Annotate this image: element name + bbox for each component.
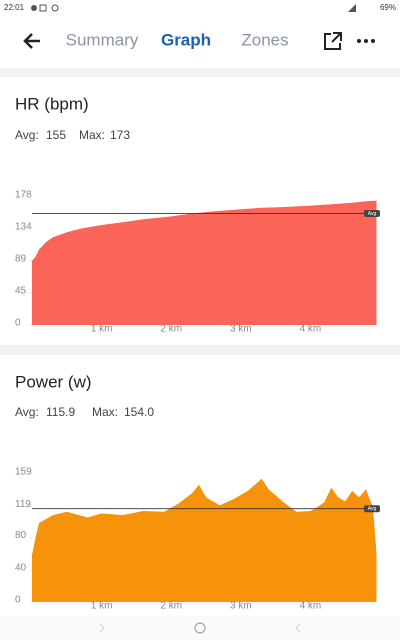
- stat-label: Max:: [79, 128, 105, 142]
- y-tick-label: 0: [15, 595, 21, 606]
- x-tick-label: 1 km: [91, 324, 113, 335]
- status-icon: [51, 4, 59, 12]
- share-button[interactable]: [324, 32, 342, 50]
- status-icon: [31, 5, 37, 11]
- y-tick-label: 178: [15, 190, 32, 201]
- signal-icon: [348, 4, 356, 12]
- recent-button[interactable]: [295, 623, 301, 633]
- more-button[interactable]: [357, 39, 375, 43]
- dot: [371, 39, 375, 43]
- chart-title: HR (bpm): [15, 94, 89, 113]
- dot: [357, 39, 361, 43]
- back-button[interactable]: [23, 33, 40, 49]
- chart-title: Power (w): [15, 372, 92, 391]
- x-tick-label: 2 km: [160, 601, 182, 612]
- share-icon: [331, 32, 342, 43]
- avg-badge: [364, 505, 380, 513]
- separator: [0, 68, 400, 77]
- area: [32, 200, 377, 325]
- tab[interactable]: Zones: [241, 30, 288, 49]
- x-tick-label: 3 km: [230, 601, 252, 612]
- dot: [364, 39, 368, 43]
- y-tick-label: 134: [15, 221, 32, 232]
- stat-label: Avg:: [15, 128, 39, 142]
- y-tick-label: 89: [15, 254, 27, 265]
- x-tick-label: 2 km: [160, 324, 182, 335]
- stat-label: Avg:: [15, 405, 39, 419]
- stat-value: 173: [110, 128, 130, 142]
- area: [32, 478, 377, 602]
- system-nav-bar: [0, 616, 400, 640]
- y-tick-label: 0: [15, 318, 21, 329]
- x-tick-label: 1 km: [91, 601, 113, 612]
- y-tick-label: 40: [15, 562, 27, 573]
- stat-value: 155: [46, 128, 66, 142]
- tab[interactable]: Summary: [66, 30, 139, 49]
- home-button[interactable]: [194, 622, 206, 634]
- y-tick-label: 80: [15, 530, 27, 541]
- avg-badge-label: Avg: [368, 211, 377, 217]
- status-icon: [39, 4, 47, 12]
- avg-badge-label: Avg: [368, 506, 377, 512]
- tab[interactable]: Graph: [161, 30, 211, 49]
- y-tick-label: 45: [15, 285, 27, 296]
- x-tick-label: 4 km: [300, 601, 322, 612]
- stat-value: 115.9: [46, 405, 75, 419]
- y-tick-label: 159: [15, 467, 32, 478]
- y-tick-label: 119: [15, 499, 31, 510]
- status-time: 22:01: [4, 3, 25, 12]
- share-icon: [324, 33, 341, 50]
- stat-value: 154.0: [124, 405, 154, 419]
- separator: [0, 345, 400, 355]
- status-battery: 69%: [380, 3, 396, 12]
- stat-label: Max:: [92, 405, 118, 419]
- x-tick-label: 3 km: [230, 324, 252, 335]
- back-sys-button[interactable]: [99, 623, 105, 633]
- x-tick-label: 4 km: [300, 324, 322, 335]
- avg-badge: [364, 210, 380, 218]
